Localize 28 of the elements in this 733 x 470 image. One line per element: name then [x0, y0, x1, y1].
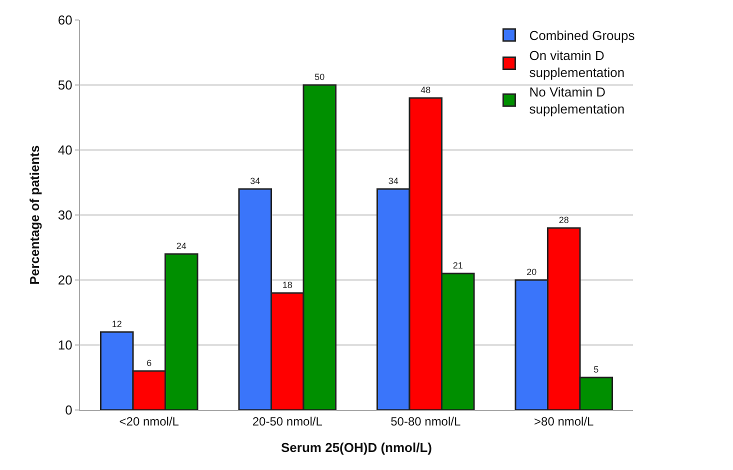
x-tick-label: <20 nmol/L — [119, 414, 180, 428]
y-axis-title: Percentage of patients — [26, 145, 42, 285]
y-tick-label: 60 — [58, 12, 72, 28]
data-label: 12 — [112, 319, 122, 329]
y-tick-label: 0 — [65, 402, 72, 418]
data-label: 28 — [558, 215, 569, 225]
legend-label: Combined Groups — [529, 28, 636, 44]
y-tick-label: 10 — [58, 338, 72, 353]
data-label: 21 — [452, 260, 463, 270]
data-label: 50 — [314, 72, 325, 82]
data-label: 34 — [250, 176, 260, 186]
x-tick-label: 50-80 nmol/L — [390, 414, 461, 428]
data-label: 5 — [594, 364, 599, 374]
y-tick-label: 20 — [58, 272, 72, 288]
x-tick-label: >80 nmol/L — [534, 414, 594, 428]
data-label: 48 — [420, 85, 431, 95]
legend-label: On vitamin D supplementation — [529, 48, 625, 80]
x-axis-title: Serum 25(OH)D (nmol/L) — [281, 440, 432, 455]
data-label: 24 — [176, 241, 186, 251]
x-tick-label: 20-50 nmol/L — [252, 414, 323, 428]
y-tick-label: 40 — [58, 142, 72, 158]
y-tick-label: 30 — [58, 208, 72, 223]
data-label: 34 — [388, 176, 398, 186]
data-label: 6 — [146, 358, 152, 368]
data-label: 20 — [526, 267, 537, 277]
data-label: 18 — [282, 280, 292, 290]
legend-label: No Vitamin D supplementation — [529, 84, 625, 117]
y-tick-label: 50 — [58, 78, 72, 93]
